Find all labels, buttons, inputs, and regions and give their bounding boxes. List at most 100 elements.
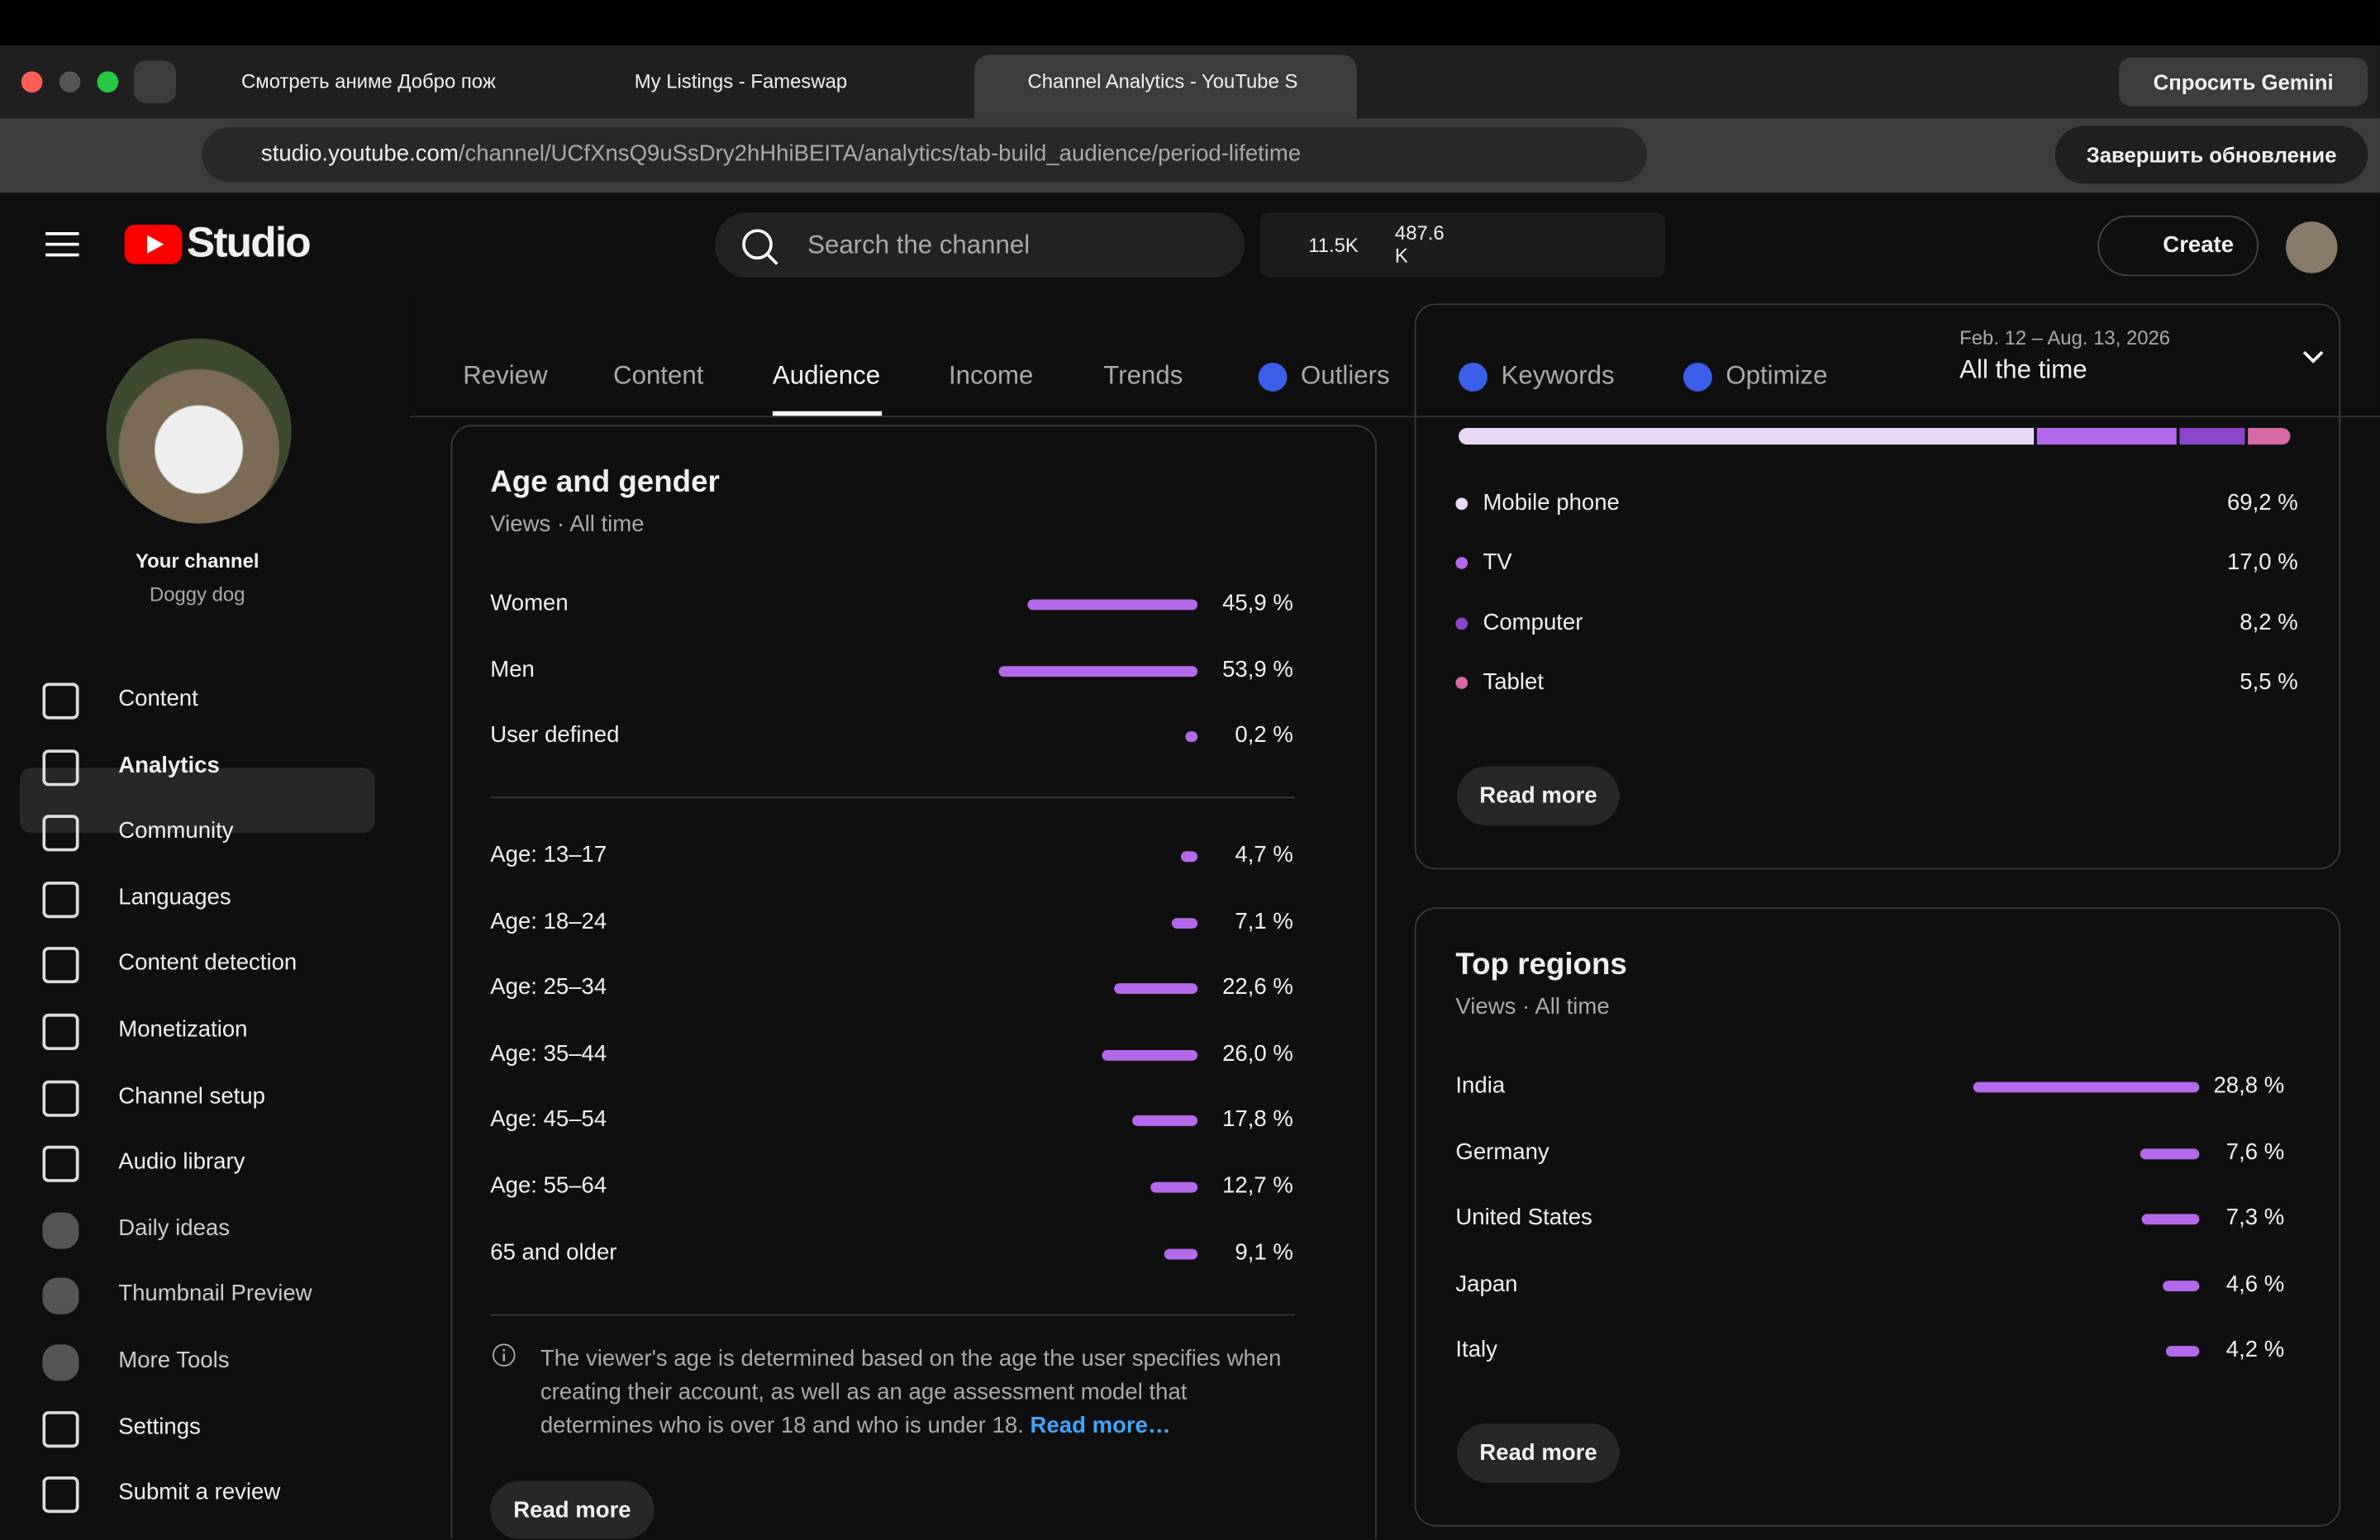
channel-avatar[interactable] [106,338,292,524]
row-label: India [1455,1072,1506,1099]
nav-item[interactable]: Community [118,818,234,844]
row-value: 12,7 % [1222,1172,1293,1199]
bar [2163,1280,2200,1291]
tab[interactable]: Review [463,361,548,391]
tab-menu[interactable] [133,60,177,103]
subs-stat: 487.6 K [1394,221,1445,268]
nav-icon [42,1079,79,1117]
url-host: studio.youtube.com [260,140,459,168]
row-label: Men [490,656,535,682]
nav-item[interactable]: More Tools [118,1347,230,1374]
update-button[interactable]: Завершить обновление [2054,126,2368,184]
nav-icon [42,1344,79,1381]
legend-dot [1455,616,1468,630]
tab[interactable]: Optimize [1726,361,1828,391]
logo-icon [124,224,183,264]
card-title: Age and gender [490,465,720,500]
active-tab[interactable] [974,55,1358,119]
read-more-button[interactable]: Read more [1457,1423,1620,1483]
row-value: 4,6 % [2225,1271,2285,1298]
nav-item[interactable]: Content detection [118,950,298,977]
nav-item[interactable]: Thumbnail Preview [118,1281,312,1308]
legend-dot [1455,557,1468,570]
date-chevron[interactable] [2301,348,2325,366]
device-segment [2179,427,2245,445]
bar [1973,1081,2200,1093]
divider [490,1314,1295,1316]
tab-icon [1683,362,1712,392]
divider [490,796,1295,799]
toolbar: studio.youtube.com/channel/UCfXnsQ9uSsDr… [0,118,2380,193]
bar [1164,1248,1198,1259]
min-dot[interactable] [59,71,81,93]
nav-icon [42,1013,79,1050]
address-bar[interactable] [202,127,1647,183]
row-value: 26,0 % [1222,1040,1293,1067]
gemini-button[interactable]: Спросить Gemini [2119,57,2368,107]
card-subtitle: Views · All time [1455,994,1610,1020]
row-value: 7,3 % [2225,1205,2285,1231]
tab-icon [1459,362,1488,392]
row-label: United States [1455,1205,1592,1231]
date-period[interactable]: All the time [1959,354,2087,384]
tab[interactable]: My Listings - Fameswap [634,69,848,93]
create-button[interactable]: Create [2097,215,2259,277]
row-value: 45,9 % [1222,590,1293,616]
row-value: 4,7 % [1235,842,1293,868]
regions-card [1414,907,2341,1527]
row-value: 9,1 % [1235,1238,1293,1266]
nav-item[interactable]: Monetization [118,1016,248,1043]
nav-icon [42,1410,79,1447]
tab[interactable]: Channel Analytics - YouTube S [1027,69,1298,93]
nav-item[interactable]: Settings [118,1414,201,1440]
card-subtitle: Views · All time [490,511,645,538]
row-label: 65 and older [490,1238,617,1266]
nav-item[interactable]: Audio library [118,1148,245,1175]
menu-icon[interactable] [45,231,79,258]
legend-dot [1455,497,1468,511]
nav-item[interactable]: Daily ideas [118,1214,231,1242]
bar [2140,1148,2200,1159]
your-channel: Your channel [136,549,259,573]
bar [1171,917,1198,929]
nav-item[interactable]: Channel setup [118,1082,265,1109]
row-label: Japan [1455,1271,1518,1298]
note-link[interactable]: Read more… [1030,1412,1171,1439]
nav-item[interactable]: Content [118,686,198,712]
nav-icon [42,1146,79,1183]
tab-underline [772,411,883,416]
devices-card [1414,303,2341,870]
tab[interactable]: Content [613,361,704,391]
tab[interactable]: Audience [772,361,881,391]
close-dot[interactable] [21,71,43,93]
nav-item[interactable]: Analytics [118,752,220,778]
note-text: The viewer's age is determined based on … [540,1346,1282,1439]
tab[interactable]: Смотреть аниме Добро пож [241,69,496,93]
nav-icon [42,815,79,852]
nav-item[interactable]: Submit a review [118,1480,281,1506]
tab[interactable]: Keywords [1501,361,1615,391]
nav-icon [42,947,79,984]
row-label: Age: 35–44 [490,1040,607,1067]
legend-dot [1455,676,1468,689]
tab-icon [1258,362,1288,392]
device-segment [2248,427,2292,445]
row-label: Women [490,590,569,616]
read-more-button[interactable]: Read more [490,1481,654,1539]
nav-icon [42,1476,79,1514]
max-dot[interactable] [97,71,119,93]
tabs-divider [409,416,2380,418]
bar [1028,599,1198,611]
tabs-bg [409,297,2380,416]
avatar[interactable] [2286,221,2338,273]
tab[interactable]: Outliers [1301,361,1390,391]
read-more-button[interactable]: Read more [1457,766,1620,826]
bar [2166,1346,2200,1357]
tab[interactable]: Trends [1103,361,1183,391]
bar [1131,1115,1198,1127]
search-box[interactable] [715,212,1245,278]
nav-item[interactable]: Languages [118,884,231,910]
nav-icon [42,881,79,918]
tab[interactable]: Income [948,361,1034,391]
